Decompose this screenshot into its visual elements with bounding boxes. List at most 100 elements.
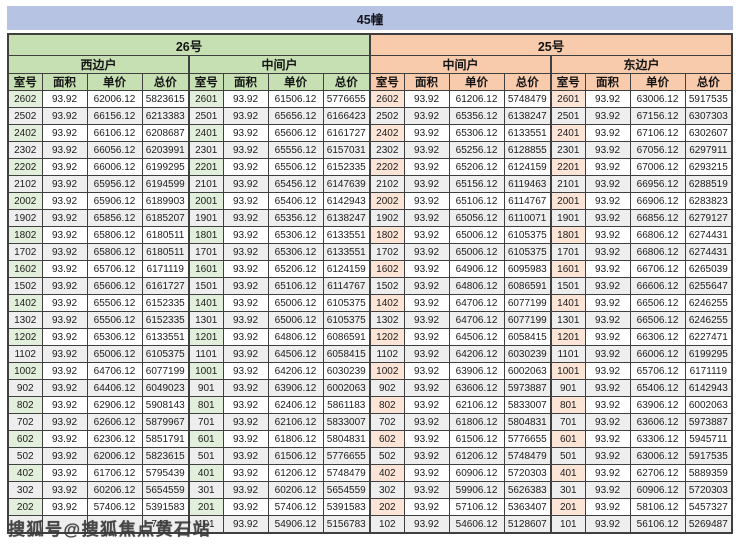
cell-unit-price: 65406.12	[629, 379, 686, 397]
cell-unit-price: 62106.12	[267, 413, 324, 431]
cell-area: 93.92	[403, 158, 450, 176]
cell-area: 93.92	[584, 107, 631, 125]
column-header: 室号	[550, 73, 586, 91]
cell-room: 2201	[550, 158, 586, 176]
cell-area: 93.92	[41, 362, 88, 380]
cell-area: 93.92	[41, 311, 88, 329]
cell-room: 101	[550, 515, 586, 534]
cell-total-price: 5457327	[684, 498, 733, 516]
cell-total-price: 6058415	[322, 345, 371, 363]
cell-unit-price: 65906.12	[86, 192, 143, 210]
cell-total-price: 6114767	[503, 192, 552, 210]
cell-area: 93.92	[222, 396, 269, 414]
cell-unit-price: 65706.12	[86, 260, 143, 278]
cell-unit-price: 65006.12	[448, 226, 505, 244]
cell-room: 1801	[188, 226, 224, 244]
cell-room: 1402	[369, 294, 405, 312]
building-title: 45幢	[7, 6, 733, 30]
cell-area: 93.92	[222, 124, 269, 142]
cell-area: 93.92	[584, 175, 631, 193]
cell-area: 93.92	[222, 311, 269, 329]
cell-total-price: 6152335	[141, 294, 190, 312]
cell-total-price: 6185207	[141, 209, 190, 227]
cell-area: 93.92	[41, 192, 88, 210]
cell-room: 1301	[188, 311, 224, 329]
cell-unit-price: 63906.12	[267, 379, 324, 397]
cell-unit-price: 65256.12	[448, 141, 505, 159]
cell-total-price: 743	[141, 515, 190, 534]
cell-unit-price: 65106.12	[267, 277, 324, 295]
cell-area: 93.92	[41, 90, 88, 108]
column-header: 总价	[322, 73, 371, 91]
cell-unit-price: 66606.12	[629, 277, 686, 295]
column-header: 室号	[188, 73, 224, 91]
cell-area: 93.92	[222, 90, 269, 108]
cell-room: 2101	[550, 175, 586, 193]
cell-unit-price: 66506.12	[629, 311, 686, 329]
cell-unit-price: 61806.12	[448, 413, 505, 431]
cell-area: 93.92	[584, 464, 631, 482]
column-header: 面积	[41, 73, 88, 91]
column-header-row: 室号 面积 单价 总价 室号 面积 单价 总价 室号 面积 单价 总价 室号 面积 单价 总价	[7, 73, 733, 91]
cell-area: 93.92	[222, 430, 269, 448]
cell-unit-price: 67006.12	[629, 158, 686, 176]
cell-room: 202	[7, 498, 43, 516]
cell-unit-price: 60906.12	[629, 481, 686, 499]
cell-room: 901	[188, 379, 224, 397]
cell-area: 93.92	[584, 379, 631, 397]
cell-total-price: 6124159	[503, 158, 552, 176]
cell-area: 93.92	[584, 328, 631, 346]
cell-room: 1001	[188, 362, 224, 380]
cell-unit-price: 62706.12	[629, 464, 686, 482]
cell-unit-price: 66956.12	[629, 175, 686, 193]
cell-room: 702	[369, 413, 405, 431]
cell-area: 93.92	[584, 362, 631, 380]
cell-room: 302	[369, 481, 405, 499]
cell-total-price: 5776655	[322, 90, 371, 108]
cell-total-price: 6133551	[141, 328, 190, 346]
cell-room: 1002	[7, 362, 43, 380]
cell-area: 93.92	[41, 158, 88, 176]
cell-room: 2501	[188, 107, 224, 125]
cell-total-price: 5720303	[684, 481, 733, 499]
cell-area: 93.92	[584, 311, 631, 329]
cell-area: 93.92	[222, 515, 269, 534]
cell-area: 93.92	[41, 430, 88, 448]
cell-area: 93.92	[403, 481, 450, 499]
cell-total-price: 6128855	[503, 141, 552, 159]
cell-total-price: 6199295	[141, 158, 190, 176]
cell-unit-price: 65006.12	[86, 345, 143, 363]
table-row: 1302 93.92 65506.12 6152335 1301 93.92 65006.1…	[7, 311, 733, 329]
cell-total-price: 6255647	[684, 277, 733, 295]
cell-unit-price: 62906.12	[86, 396, 143, 414]
cell-area: 93.92	[403, 294, 450, 312]
cell-room: 301	[550, 481, 586, 499]
cell-area: 93.92	[41, 209, 88, 227]
cell-area: 93.92	[403, 277, 450, 295]
cell-unit-price: 65106.12	[448, 192, 505, 210]
cell-total-price: 6077199	[503, 294, 552, 312]
cell-total-price: 6157031	[322, 141, 371, 159]
cell-area: 93.92	[403, 226, 450, 244]
cell-room: 1801	[550, 226, 586, 244]
cell-room: 1502	[369, 277, 405, 295]
cell-area: 93.92	[584, 158, 631, 176]
cell-unit-price: 65606.12	[86, 277, 143, 295]
cell-total-price: 5973887	[503, 379, 552, 397]
cell-unit-price: 61206.12	[267, 464, 324, 482]
cell-area: 93.92	[41, 107, 88, 125]
table-row: 502 93.92 62006.12 5823615 501 93.92 61506.12 5…	[7, 447, 733, 465]
cell-unit-price: 61506.12	[448, 430, 505, 448]
table-row: 1402 93.92 65506.12 6152335 1401 93.92 65006.1…	[7, 294, 733, 312]
cell-total-price: 5908143	[141, 396, 190, 414]
subheader-west-26: 西边户	[7, 55, 190, 74]
cell-total-price: 5917535	[684, 90, 733, 108]
cell-total-price: 6171119	[684, 362, 733, 380]
cell-unit-price: 60906.12	[448, 464, 505, 482]
cell-room: 2101	[188, 175, 224, 193]
cell-unit-price: 66106.12	[86, 124, 143, 142]
cell-room: 1101	[188, 345, 224, 363]
cell-room: 2202	[369, 158, 405, 176]
cell-area: 93.92	[403, 328, 450, 346]
